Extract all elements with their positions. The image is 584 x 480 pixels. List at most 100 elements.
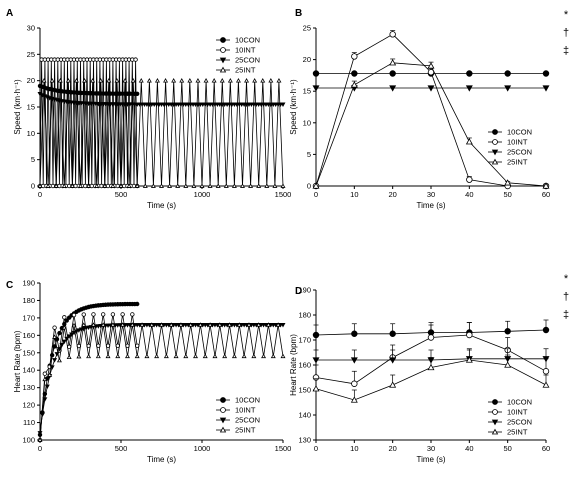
x-tick-label: 10 [350, 444, 358, 453]
x-tick-label: 1500 [275, 444, 292, 453]
legend-label: 25INT [507, 158, 528, 167]
legend-label: 10INT [507, 138, 528, 147]
data-point [187, 78, 193, 83]
data-point [542, 356, 550, 363]
legend-marker [220, 397, 226, 403]
legend-marker [492, 409, 498, 415]
data-point [265, 322, 271, 327]
data-point [202, 353, 208, 359]
data-point [86, 353, 92, 359]
data-point [71, 322, 77, 328]
data-point [163, 78, 169, 83]
data-point [466, 176, 473, 183]
series-10con [37, 83, 140, 96]
data-point [193, 353, 198, 359]
x-tick-label: 0 [314, 444, 318, 453]
data-point [280, 183, 286, 188]
x-tick-label: 1000 [194, 190, 211, 199]
x-axis-label: Time (s) [416, 201, 445, 210]
data-point [102, 183, 108, 188]
y-axis-label: Heart Rate (bpm) [13, 330, 22, 392]
data-point [203, 78, 209, 83]
data-point [173, 353, 179, 359]
data-point [217, 322, 223, 327]
data-point [61, 183, 67, 188]
data-point [427, 363, 435, 371]
x-tick-label: 60 [542, 190, 550, 199]
data-point [110, 183, 116, 188]
data-point [212, 353, 218, 359]
y-tick-label: 160 [298, 361, 311, 370]
data-point [90, 322, 96, 327]
data-point [115, 353, 121, 359]
data-point [227, 78, 233, 83]
series-25con [312, 85, 550, 92]
data-point [252, 78, 258, 83]
data-point [312, 357, 320, 364]
data-point [154, 353, 160, 359]
y-tick-label: 15 [27, 103, 35, 112]
data-point [270, 353, 276, 359]
data-point [125, 353, 130, 359]
legend-label: 10CON [507, 128, 532, 137]
legend-marker [219, 426, 227, 433]
panel-b: B 0 5 10 15 20 25 0 10 20 30 40 50 60 Time (s) Speed (k… [289, 8, 550, 210]
data-point [138, 78, 144, 83]
data-point [146, 78, 152, 83]
y-tick-label: 20 [27, 76, 35, 85]
y-axis-label: Speed (km·h⁻¹) [289, 79, 298, 135]
data-point [133, 57, 138, 62]
x-tick-label: 50 [503, 190, 511, 199]
legend-label: 10INT [235, 406, 256, 415]
data-point [276, 78, 282, 83]
legend-marker [492, 139, 498, 145]
data-point [91, 312, 96, 317]
legend-label: 25INT [235, 426, 256, 435]
data-point [389, 59, 397, 66]
series-25con [37, 91, 286, 107]
legend-marker [220, 407, 226, 413]
data-point [389, 381, 397, 388]
significance-symbol: * [564, 9, 569, 21]
data-point [150, 183, 156, 188]
x-tick-label: 1000 [194, 444, 211, 453]
x-tick-label: 30 [427, 190, 435, 199]
x-axis-label: Time (s) [416, 455, 445, 464]
x-tick-label: 50 [503, 444, 511, 453]
panel-label: D [295, 286, 302, 297]
y-tick-label: 130 [298, 436, 311, 445]
data-point [312, 85, 320, 92]
data-point [171, 78, 177, 83]
legend-marker [491, 419, 499, 426]
x-tick-label: 20 [388, 444, 396, 453]
data-point [52, 358, 58, 363]
data-point [222, 353, 228, 359]
y-axis-label: Heart Rate (bpm) [289, 334, 298, 396]
legend-item: 25INT [488, 428, 528, 437]
legend-marker [220, 47, 226, 53]
legend-item: 10INT [216, 406, 256, 415]
data-point [248, 183, 254, 188]
data-point [389, 85, 397, 92]
data-point [260, 78, 266, 83]
data-point [183, 183, 189, 188]
y-tick-label: 25 [303, 24, 311, 33]
panel-label: C [6, 280, 13, 291]
data-point [219, 78, 225, 83]
data-point [389, 31, 396, 38]
data-point [542, 326, 550, 334]
data-point [504, 70, 511, 77]
data-point [351, 380, 358, 387]
series-line [39, 59, 138, 187]
data-point [235, 78, 241, 83]
y-tick-label: 120 [22, 401, 35, 410]
data-point [114, 78, 120, 83]
series-25int [37, 78, 286, 188]
legend-label: 25CON [507, 418, 532, 427]
data-point [81, 312, 86, 317]
y-tick-label: 30 [27, 24, 35, 33]
data-point [118, 183, 124, 188]
data-point [227, 322, 233, 327]
